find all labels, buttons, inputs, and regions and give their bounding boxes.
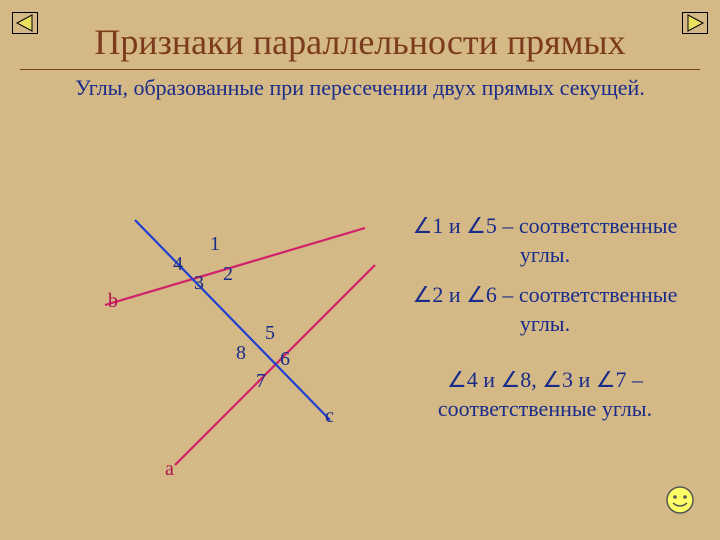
slide: Признаки параллельности прямых Углы, обр… [0,0,720,540]
line-label-b: b [108,290,118,313]
diagram-svg [70,210,400,500]
next-button[interactable] [682,12,708,34]
angle-label-1: 1 [210,233,220,256]
angle-label-4: 4 [173,253,183,276]
statements-block: ∠1 и ∠5 – соответственные углы. ∠2 и ∠6 … [395,212,695,436]
angle-label-2: 2 [223,263,233,286]
page-title: Признаки параллельности прямых [0,0,720,63]
angle-label-3: 3 [194,272,204,295]
statement-1: ∠1 и ∠5 – соответственные углы. [395,212,695,269]
title-underline [20,69,700,70]
angle-label-8: 8 [236,342,246,365]
line-label-c: c [325,405,334,428]
smiley-icon [665,485,695,515]
angle-label-6: 6 [280,348,290,371]
line-label-a: a [165,458,174,481]
statement-3: ∠4 и ∠8, ∠3 и ∠7 – соответственные углы. [395,366,695,423]
statement-2: ∠2 и ∠6 – соответственные углы. [395,281,695,338]
prev-button[interactable] [12,12,38,34]
angle-label-5: 5 [265,322,275,345]
next-arrow-icon [688,15,703,31]
prev-arrow-icon [17,15,32,31]
angles-diagram: 1 2 3 4 5 6 7 8 a b c [70,210,400,500]
line-b [105,228,365,305]
angle-label-7: 7 [256,370,266,393]
subtitle: Углы, образованные при пересечении двух … [40,74,680,102]
line-c [135,220,330,420]
